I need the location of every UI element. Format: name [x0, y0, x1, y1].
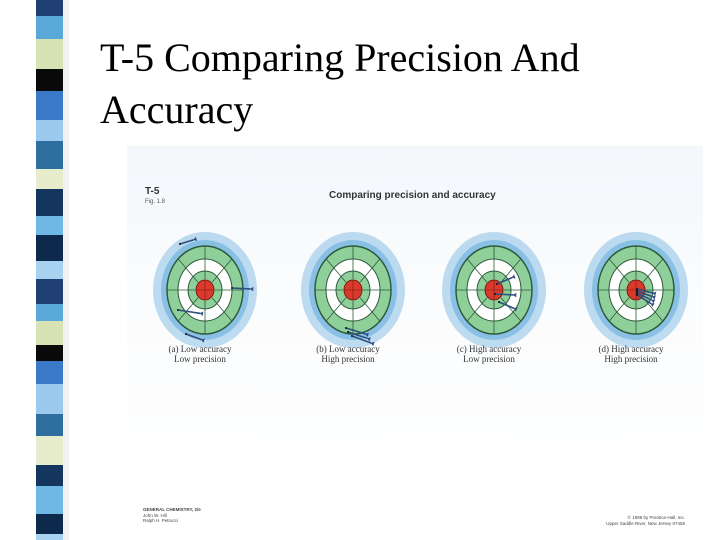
book-credit: GENERAL CHEMISTRY, 2/e John W. Hill Ralp…: [143, 507, 201, 524]
dart: [636, 290, 656, 300]
caption-b-accuracy: Low accuracy: [329, 344, 380, 354]
target-a-diagram: [153, 232, 257, 348]
caption-b-precision: High precision: [321, 354, 375, 364]
board-spoke: [211, 297, 233, 322]
target-b-diagram: [301, 232, 405, 348]
figure-label: T-5: [145, 186, 160, 197]
copyright-notice: © 1999 by Prentice-Hall, Inc. Upper Sadd…: [606, 515, 685, 526]
caption-b: (b) Low accuracy High precision: [298, 344, 398, 364]
decorative-stripe: [22, 0, 69, 540]
caption-d-precision: High precision: [604, 354, 658, 364]
board-spoke: [211, 258, 233, 283]
caption-c-accuracy: High accuracy: [469, 344, 522, 354]
dart: [345, 327, 369, 338]
figure-title: Comparing precision and accuracy: [329, 190, 496, 201]
slide-title: T-5 Comparing Precision And Accuracy: [100, 35, 580, 132]
book-author-1: John W. Hill: [143, 512, 167, 518]
caption-a: (a) Low accuracy Low precision: [150, 344, 250, 364]
board-spoke: [608, 297, 630, 322]
dart: [347, 331, 371, 342]
board-spoke: [177, 258, 199, 283]
caption-b-letter: (b): [316, 344, 327, 354]
board-spoke: [325, 297, 347, 322]
book-author-2: Ralph H. Petrucci: [143, 518, 179, 523]
caption-a-accuracy: Low accuracy: [180, 344, 232, 354]
caption-c-letter: (c): [456, 344, 467, 354]
dart: [636, 294, 655, 308]
figure-reference: Fig. 1.8: [145, 199, 166, 205]
board-spoke: [608, 258, 630, 283]
figure-panel: T-5 Fig. 1.8 Comparing precision and acc…: [127, 146, 703, 535]
copyright-line-1: © 1999 by Prentice-Hall, Inc.: [627, 515, 685, 520]
copyright-line-2: Upper Saddle River, New Jersey 07458: [606, 520, 685, 526]
board-spoke: [325, 258, 347, 283]
dart: [496, 274, 516, 285]
caption-d: (d) High accuracy High precision: [581, 344, 681, 364]
caption-a-precision: Low precision: [174, 354, 226, 364]
target-d-diagram: [584, 232, 688, 348]
board-spoke: [359, 258, 381, 283]
target-c-diagram: [442, 232, 546, 348]
dart: [179, 236, 198, 245]
dart: [185, 333, 205, 343]
dart: [498, 301, 518, 312]
board-spoke: [500, 297, 522, 322]
dart: [351, 335, 375, 347]
caption-c-precision: Low precision: [463, 354, 515, 364]
caption-d-letter: (d): [598, 344, 610, 354]
dart: [231, 286, 254, 292]
caption-c: (c) High accuracy Low precision: [439, 344, 539, 364]
dart: [636, 288, 657, 296]
dart: [636, 292, 656, 304]
dart: [177, 309, 204, 317]
book-title: GENERAL CHEMISTRY, 2/e: [143, 507, 201, 512]
board-spoke: [500, 258, 522, 283]
caption-d-accuracy: High accuracy: [611, 344, 664, 354]
dart: [494, 292, 517, 298]
board-spoke: [642, 258, 664, 283]
board-spoke: [466, 297, 488, 322]
board-spoke: [177, 297, 199, 322]
board-spoke: [466, 258, 488, 283]
caption-a-letter: (a): [168, 344, 179, 354]
board-spoke: [359, 297, 381, 322]
